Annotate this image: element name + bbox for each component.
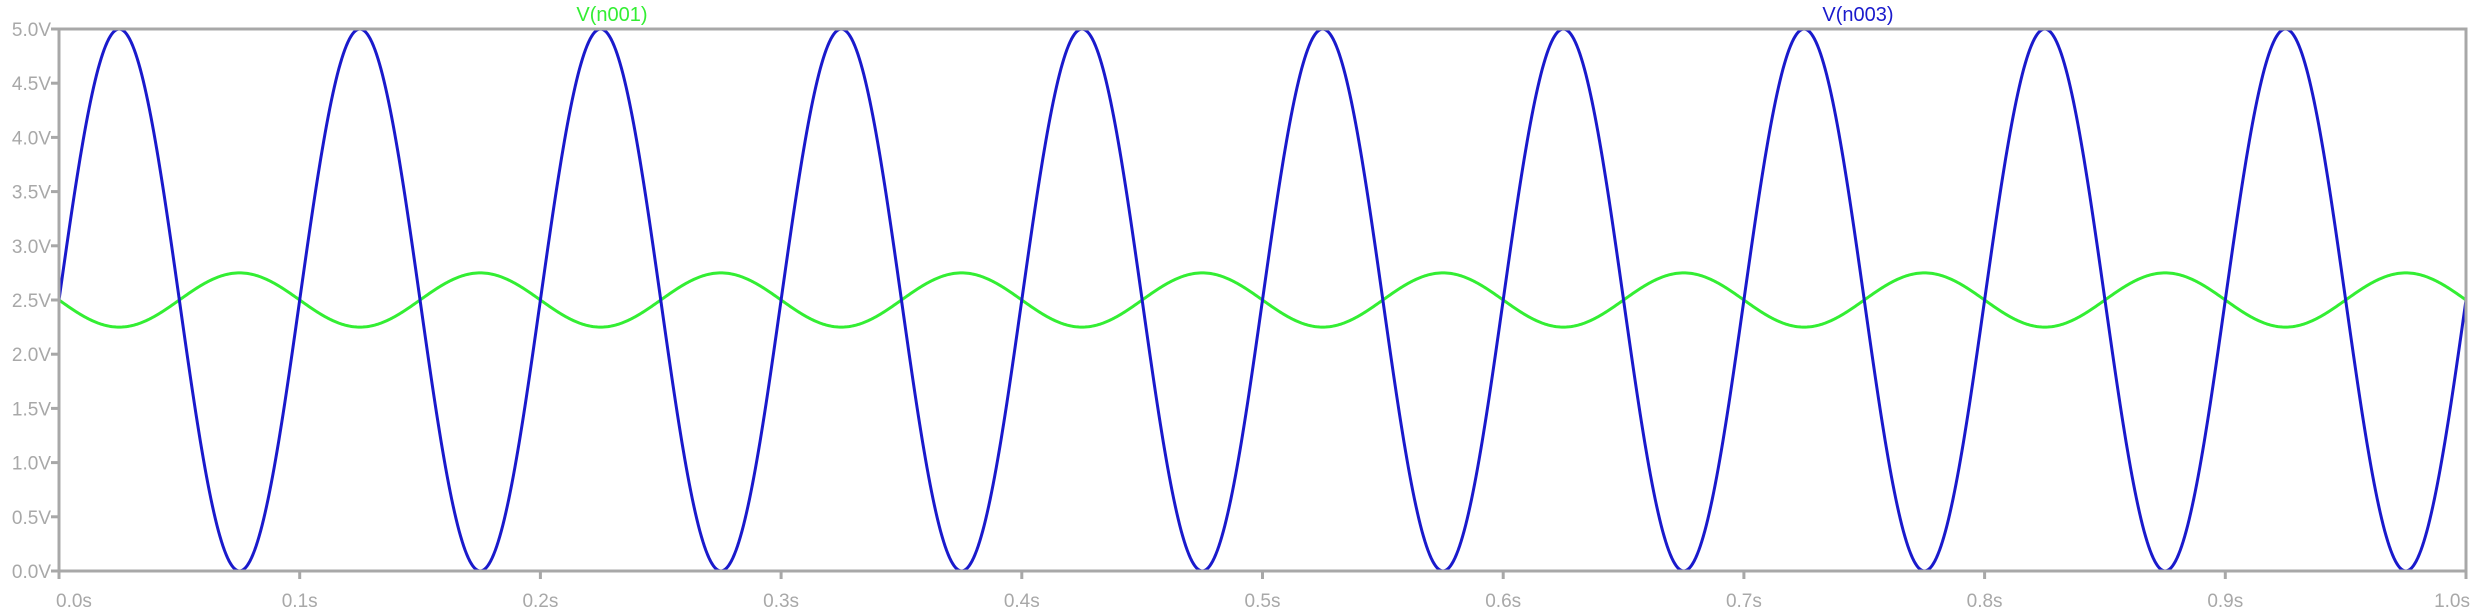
x-tick-label: 0.4s: [1004, 591, 1040, 612]
x-tick-label: 0.7s: [1726, 591, 1762, 612]
y-axis: 0.0V 0.5V 1.0V 1.5V 2.0V 2.5V 3.0V 3.5V 4.0V 4.5V…: [12, 20, 59, 583]
traces: [57, 27, 2468, 573]
y-tick-label: 2.0V: [12, 345, 51, 366]
x-tick-label: 0.8s: [1967, 591, 2003, 612]
y-tick-label: 3.5V: [12, 183, 51, 204]
series-line-v-n003: [57, 27, 2468, 573]
y-tick-label: 1.0V: [12, 454, 51, 475]
x-tick-label: 0.9s: [2207, 591, 2243, 612]
y-tick-label: 0.0V: [12, 562, 51, 583]
series-label-v-n003: V(n003): [1822, 4, 1893, 26]
x-tick-label: 0.3s: [763, 591, 799, 612]
x-tick-label: 0.2s: [522, 591, 558, 612]
y-tick-label: 0.5V: [12, 508, 51, 529]
y-tick-label: 1.5V: [12, 399, 51, 420]
x-tick-label: 1.0s: [2434, 591, 2470, 612]
x-tick-label: 0.6s: [1485, 591, 1521, 612]
x-tick-label: 0.1s: [282, 591, 318, 612]
x-axis: 0.0s 0.1s 0.2s 0.3s 0.4s 0.5s 0.6s 0.7s 0.8s 0.9s…: [56, 571, 2470, 612]
y-tick-label: 2.5V: [12, 291, 51, 312]
series-labels: V(n001) V(n003): [576, 4, 1893, 26]
y-tick-label: 3.0V: [12, 237, 51, 258]
x-tick-label: 0.0s: [56, 591, 92, 612]
y-tick-label: 4.0V: [12, 128, 51, 149]
y-tick-label: 4.5V: [12, 74, 51, 95]
series-label-v-n001: V(n001): [576, 4, 647, 26]
y-tick-label: 5.0V: [12, 20, 51, 41]
x-tick-label: 0.5s: [1245, 591, 1281, 612]
